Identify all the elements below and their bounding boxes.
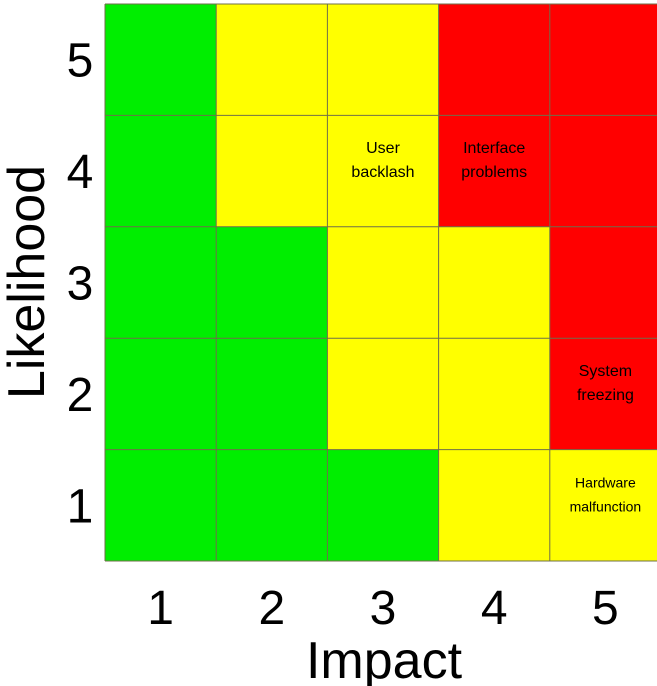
impact-axis-title: Impact [306,632,463,686]
annotation-user-backlash: User backlash [351,140,414,181]
annotation-line: freezing [577,387,634,404]
cell-impact-2-likelihood-4 [216,115,328,227]
cell-impact-3-likelihood-3 [327,226,439,339]
annotation-line: malfunction [570,498,642,514]
cell-impact-4-likelihood-1 [438,449,550,561]
cell-impact-5-likelihood-4 [549,115,657,227]
cell-impact-5-likelihood-2 [549,338,657,450]
annotation-line: backlash [351,164,414,181]
annotation-system-freezing: System freezing [577,363,634,404]
likelihood-axis-title: Likelihood [0,165,56,399]
cell-impact-4-likelihood-5 [438,4,550,116]
annotation-line: User [366,140,400,157]
likelihood-tick-1: 1 [67,480,94,533]
cell-impact-2-likelihood-1 [216,449,328,561]
likelihood-tick-5: 5 [67,35,94,88]
cell-impact-5-likelihood-5 [549,4,657,116]
cell-impact-3-likelihood-2 [327,338,439,450]
annotation-line: problems [461,164,527,181]
matrix-grid-lines [104,3,657,562]
annotation-line: Interface [463,140,525,157]
annotation-line: System [579,363,632,380]
likelihood-tick-4: 4 [67,146,94,199]
likelihood-tick-labels: 1 2 3 4 5 [67,35,94,534]
cell-impact-4-likelihood-3 [438,226,550,339]
impact-tick-2: 2 [258,582,285,635]
cell-impact-1-likelihood-3 [105,226,217,339]
cell-impact-2-likelihood-2 [216,338,328,450]
impact-tick-3: 3 [370,582,397,635]
cell-impact-1-likelihood-5 [105,4,217,116]
risk-annotations: User backlash Interface problems System freez… [351,140,641,514]
impact-tick-5: 5 [592,582,619,635]
annotation-line: Hardware [575,474,636,490]
impact-tick-4: 4 [481,582,508,635]
impact-tick-1: 1 [147,582,174,635]
cell-impact-1-likelihood-4 [105,115,217,227]
annotation-interface-problems: Interface problems [461,140,527,181]
cell-impact-3-likelihood-5 [327,4,439,116]
cell-impact-2-likelihood-5 [216,4,328,116]
cell-impact-5-likelihood-1 [549,449,657,561]
cell-impact-1-likelihood-1 [105,449,217,561]
cell-impact-3-likelihood-1 [327,449,439,561]
cell-impact-5-likelihood-3 [549,226,657,339]
matrix-cells [105,4,657,561]
cell-impact-4-likelihood-4 [438,115,550,227]
cell-impact-4-likelihood-2 [438,338,550,450]
likelihood-tick-3: 3 [67,258,94,311]
annotation-hardware-malfunction: Hardware malfunction [570,474,642,514]
cell-impact-2-likelihood-3 [216,226,328,339]
cell-impact-3-likelihood-4 [327,115,439,227]
cell-impact-1-likelihood-2 [105,338,217,450]
impact-tick-labels: 1 2 3 4 5 [147,582,619,635]
likelihood-tick-2: 2 [67,369,94,422]
